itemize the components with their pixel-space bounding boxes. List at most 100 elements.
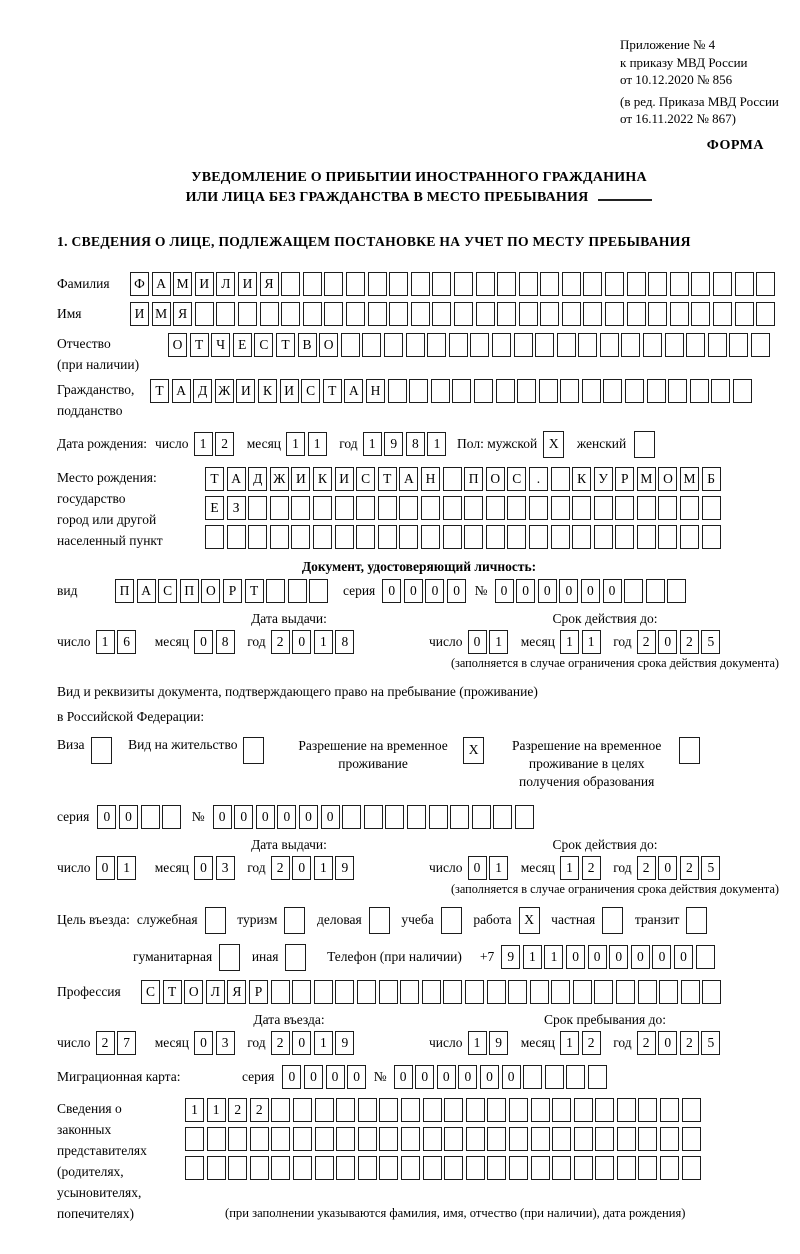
form-cell[interactable]: [185, 1155, 204, 1180]
form-cell[interactable]: О: [319, 332, 339, 357]
form-cell[interactable]: [667, 578, 687, 603]
form-cell[interactable]: [616, 1155, 636, 1180]
form-cell[interactable]: [313, 979, 333, 1004]
form-cell[interactable]: [578, 332, 598, 357]
form-cell[interactable]: [660, 1097, 680, 1122]
form-cell[interactable]: [284, 906, 306, 934]
form-cell[interactable]: 0: [303, 1064, 323, 1089]
form-cell[interactable]: 2: [679, 629, 699, 654]
form-cell[interactable]: И: [334, 466, 354, 491]
form-cell[interactable]: Т: [244, 578, 264, 603]
form-cell[interactable]: [702, 979, 722, 1004]
form-cell[interactable]: [587, 1064, 607, 1089]
form-cell[interactable]: 2: [581, 1030, 601, 1055]
form-cell[interactable]: 8: [335, 629, 355, 654]
form-cell[interactable]: [440, 906, 462, 934]
form-cell[interactable]: 3: [215, 1030, 235, 1055]
form-cell[interactable]: [291, 495, 311, 520]
form-cell[interactable]: [383, 332, 403, 357]
form-cell[interactable]: [249, 1126, 269, 1151]
form-cell[interactable]: [668, 378, 688, 403]
form-cell[interactable]: [615, 524, 635, 549]
form-cell[interactable]: [357, 1097, 377, 1122]
form-cell[interactable]: 0: [277, 804, 297, 829]
form-cell[interactable]: 1: [313, 1030, 333, 1055]
form-cell[interactable]: 0: [234, 804, 254, 829]
form-cell[interactable]: [399, 495, 419, 520]
form-cell[interactable]: [680, 979, 700, 1004]
form-cell[interactable]: 9: [335, 855, 355, 880]
form-cell[interactable]: О: [184, 979, 204, 1004]
form-cell[interactable]: [378, 979, 398, 1004]
form-cell[interactable]: [345, 301, 365, 326]
form-cell[interactable]: [312, 495, 332, 520]
form-cell[interactable]: [581, 378, 601, 403]
form-cell[interactable]: [291, 524, 311, 549]
form-cell[interactable]: М: [680, 466, 700, 491]
form-cell[interactable]: 0: [658, 629, 678, 654]
form-cell[interactable]: К: [572, 466, 592, 491]
form-cell[interactable]: [314, 1126, 334, 1151]
form-cell[interactable]: 1: [286, 432, 306, 456]
form-cell[interactable]: [271, 1097, 291, 1122]
form-cell[interactable]: [621, 332, 641, 357]
form-cell[interactable]: [734, 301, 754, 326]
form-cell[interactable]: 1: [489, 855, 509, 880]
form-cell[interactable]: [271, 1126, 291, 1151]
form-cell[interactable]: [444, 1126, 464, 1151]
form-cell[interactable]: [487, 1155, 507, 1180]
form-cell[interactable]: 0: [566, 945, 586, 969]
form-cell[interactable]: [660, 1126, 680, 1151]
form-cell[interactable]: [409, 378, 429, 403]
form-cell[interactable]: П: [179, 578, 199, 603]
form-cell[interactable]: [336, 1097, 356, 1122]
form-cell[interactable]: [517, 378, 537, 403]
form-cell[interactable]: [514, 804, 534, 829]
form-cell[interactable]: Р: [248, 979, 268, 1004]
form-cell[interactable]: [219, 943, 241, 971]
form-cell[interactable]: [678, 736, 700, 764]
form-cell[interactable]: [529, 979, 549, 1004]
form-cell[interactable]: С: [301, 378, 321, 403]
form-cell[interactable]: К: [257, 378, 277, 403]
form-cell[interactable]: [340, 332, 360, 357]
form-cell[interactable]: [561, 271, 581, 296]
form-cell[interactable]: [248, 495, 268, 520]
form-cell[interactable]: [616, 1126, 636, 1151]
form-cell[interactable]: [595, 1126, 615, 1151]
form-cell[interactable]: И: [291, 466, 311, 491]
form-cell[interactable]: [485, 524, 505, 549]
form-cell[interactable]: [561, 301, 581, 326]
form-cell[interactable]: [560, 378, 580, 403]
form-cell[interactable]: [432, 301, 452, 326]
form-cell[interactable]: [497, 301, 517, 326]
form-cell[interactable]: 1: [313, 629, 333, 654]
form-cell[interactable]: [523, 1064, 543, 1089]
form-cell[interactable]: [756, 301, 776, 326]
form-cell[interactable]: [550, 466, 570, 491]
form-cell[interactable]: 0: [292, 855, 312, 880]
form-cell[interactable]: [508, 1126, 528, 1151]
form-cell[interactable]: [530, 1097, 550, 1122]
form-cell[interactable]: 0: [298, 804, 318, 829]
form-cell[interactable]: В: [297, 332, 317, 357]
form-cell[interactable]: [285, 943, 307, 971]
form-cell[interactable]: И: [236, 378, 256, 403]
form-cell[interactable]: [686, 332, 706, 357]
form-cell[interactable]: [259, 301, 279, 326]
form-cell[interactable]: [471, 804, 491, 829]
form-cell[interactable]: [363, 804, 383, 829]
form-cell[interactable]: 1: [581, 629, 601, 654]
form-cell[interactable]: [314, 1155, 334, 1180]
form-cell[interactable]: 1: [117, 855, 137, 880]
form-cell[interactable]: П: [115, 578, 134, 603]
form-cell[interactable]: П: [464, 466, 484, 491]
form-cell[interactable]: [681, 1097, 701, 1122]
form-cell[interactable]: [518, 301, 538, 326]
form-cell[interactable]: [626, 271, 646, 296]
form-cell[interactable]: [475, 301, 495, 326]
form-cell[interactable]: [475, 271, 495, 296]
form-cell[interactable]: [572, 495, 592, 520]
form-cell[interactable]: [324, 301, 344, 326]
form-cell[interactable]: 1: [560, 1030, 579, 1055]
